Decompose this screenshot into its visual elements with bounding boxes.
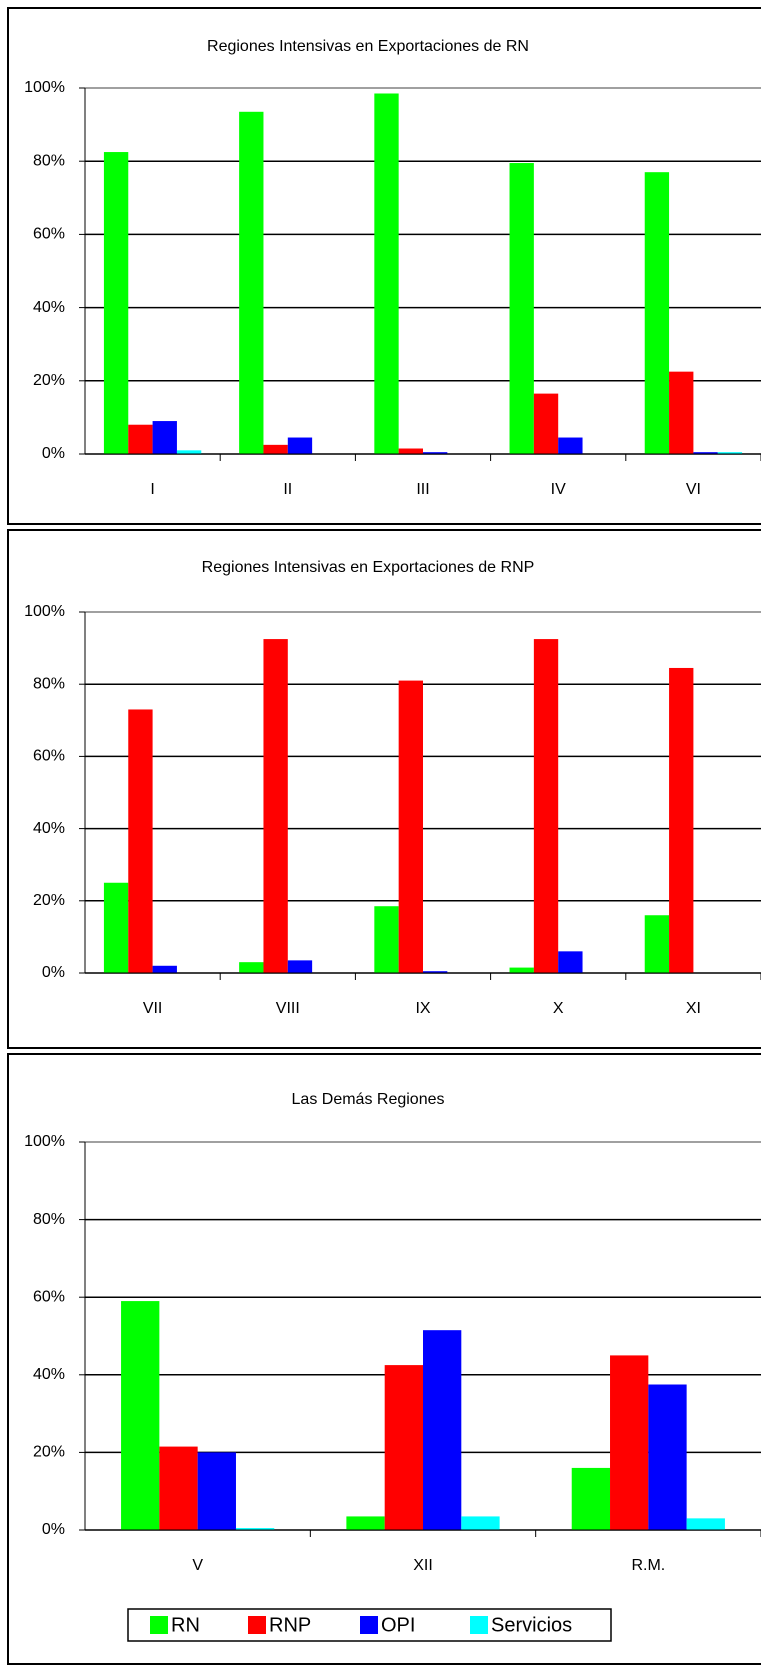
bar (263, 444, 288, 454)
bar (423, 1330, 462, 1530)
bar (159, 1446, 198, 1530)
x-tick-label: R.M. (631, 1557, 665, 1574)
bar (644, 915, 670, 973)
x-tick-label: XII (413, 1557, 433, 1574)
y-tick-label: 20% (33, 372, 65, 389)
bar (717, 452, 743, 454)
bar (121, 1301, 160, 1530)
bar (423, 452, 448, 454)
panel-border (7, 529, 761, 1049)
y-tick-label: 100% (24, 79, 65, 96)
bar (152, 421, 177, 454)
bar (461, 1516, 500, 1530)
y-tick-label: 60% (33, 748, 65, 765)
legend-swatch (360, 1616, 378, 1634)
legend-swatch (248, 1616, 266, 1634)
bar (103, 152, 129, 455)
bar (686, 1518, 725, 1530)
y-tick-label: 0% (42, 445, 65, 462)
bar (533, 639, 559, 973)
y-tick-label: 0% (42, 964, 65, 981)
bar (384, 1365, 423, 1530)
bar (533, 393, 559, 454)
legend-label: RN (171, 1614, 200, 1636)
bar (128, 424, 153, 454)
y-tick-label: 100% (24, 603, 65, 620)
y-tick-label: 0% (42, 1521, 65, 1538)
bar (644, 172, 670, 454)
x-tick-label: X (553, 1000, 564, 1017)
bar (263, 639, 288, 973)
panel-border (7, 7, 761, 525)
y-tick-label: 40% (33, 820, 65, 837)
panel-border (7, 1053, 761, 1665)
legend-label: OPI (381, 1614, 415, 1636)
y-tick-label: 60% (33, 226, 65, 243)
bar (239, 962, 264, 973)
bar (610, 1355, 649, 1530)
bar (239, 111, 264, 454)
bar (571, 1467, 611, 1530)
bar (558, 951, 583, 973)
x-tick-label: II (283, 481, 292, 498)
chart-title: Regiones Intensivas en Exportaciones de … (202, 559, 535, 576)
bar (103, 882, 129, 973)
bar (669, 667, 694, 973)
y-tick-label: 80% (33, 1211, 65, 1228)
chart-title: Regiones Intensivas en Exportaciones de … (207, 38, 529, 55)
y-tick-label: 100% (24, 1133, 65, 1150)
bar (346, 1516, 385, 1530)
legend-label: RNP (269, 1614, 311, 1636)
bar (374, 93, 399, 455)
x-tick-label: IV (551, 481, 566, 498)
x-tick-label: VI (686, 481, 701, 498)
x-tick-label: XI (686, 1000, 701, 1017)
bar (423, 971, 448, 973)
bar (152, 965, 177, 973)
y-tick-label: 40% (33, 1366, 65, 1383)
bar (398, 680, 423, 973)
x-tick-label: V (192, 1557, 203, 1574)
bar (509, 163, 534, 454)
x-tick-label: III (416, 481, 429, 498)
y-tick-label: 20% (33, 1444, 65, 1461)
bar (197, 1452, 236, 1530)
legend-swatch (470, 1616, 488, 1634)
bar (509, 967, 534, 973)
legend-swatch (150, 1616, 168, 1634)
x-tick-label: VIII (276, 1000, 300, 1017)
bar (693, 452, 718, 454)
legend-label: Servicios (491, 1614, 572, 1636)
bar (287, 437, 313, 454)
y-tick-label: 40% (33, 299, 65, 316)
bar (287, 960, 313, 973)
y-tick-label: 20% (33, 892, 65, 909)
y-tick-label: 80% (33, 675, 65, 692)
x-tick-label: IX (415, 1000, 430, 1017)
bar (398, 448, 423, 454)
y-tick-label: 80% (33, 152, 65, 169)
bar (648, 1384, 687, 1530)
x-tick-label: I (150, 481, 154, 498)
bar (669, 371, 694, 454)
bar (176, 450, 202, 454)
y-tick-label: 60% (33, 1288, 65, 1305)
x-tick-label: VII (143, 1000, 163, 1017)
bar (558, 437, 583, 454)
chart-title: Las Demás Regiones (292, 1091, 445, 1108)
bar (374, 906, 399, 973)
bar (128, 709, 153, 973)
bar (235, 1528, 275, 1530)
